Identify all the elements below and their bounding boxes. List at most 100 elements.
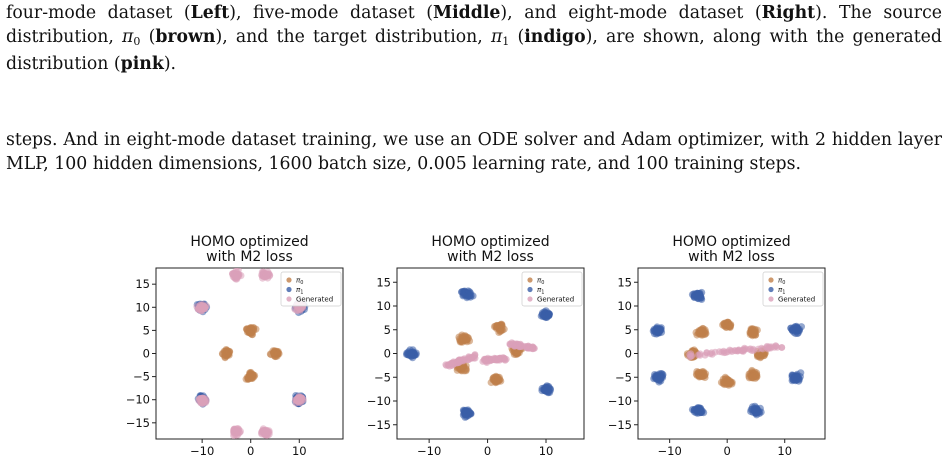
points-layer <box>193 268 309 439</box>
legend-marker <box>527 296 533 302</box>
legend-label: π0 <box>296 277 303 287</box>
legend-marker <box>768 286 774 293</box>
point-π1 <box>657 373 665 381</box>
point-π0 <box>249 373 257 381</box>
point-π0 <box>247 329 255 338</box>
legend-box <box>280 271 342 307</box>
point-Generated <box>722 349 730 356</box>
point-Generated <box>233 273 241 281</box>
point-π0 <box>751 328 759 336</box>
y-tick-label: 0 <box>143 347 150 361</box>
point-π0 <box>221 348 229 356</box>
points-layer <box>649 288 805 419</box>
pi1-symbol: π1 <box>490 26 510 48</box>
point-π1 <box>792 324 800 333</box>
point-Generated <box>522 343 530 351</box>
caption-text: ), five-mode dataset ( <box>229 3 433 23</box>
point-Generated <box>460 356 467 364</box>
point-π0 <box>726 321 734 329</box>
point-π1 <box>466 292 474 300</box>
point-π0 <box>722 375 730 383</box>
caption-bold-brown: brown <box>155 26 216 47</box>
point-Generated <box>514 341 522 348</box>
point-Generated <box>734 347 742 355</box>
points-layer <box>403 287 555 421</box>
legend-label: π0 <box>778 277 785 287</box>
point-Generated <box>739 347 746 355</box>
point-π0 <box>458 335 466 343</box>
point-Generated <box>293 397 301 405</box>
point-Generated <box>200 305 208 313</box>
y-tick-label: −10 <box>367 394 391 408</box>
chart-left: HOMO optimized with M2 loss −10 0 10 15 10 5 0 −5… <box>112 230 352 460</box>
x-tick-label: 0 <box>724 444 731 458</box>
chart-title-line: HOMO optimized <box>672 234 790 250</box>
point-π1 <box>542 385 550 394</box>
y-tick-label: 0 <box>625 347 632 361</box>
x-tick-label: 10 <box>777 444 792 458</box>
caption-text: ), and the target distribution, <box>215 26 491 47</box>
y-tick-label: 5 <box>625 323 632 337</box>
y-tick-label: 15 <box>376 275 391 289</box>
caption-text: four-mode dataset ( <box>6 3 191 23</box>
legend-marker <box>286 296 292 302</box>
y-tick-label: 10 <box>376 299 391 313</box>
point-π1 <box>461 413 469 421</box>
y-tick-label: 0 <box>384 347 391 361</box>
chart-middle: HOMO optimized with M2 loss −10 0 10 15 10 5 0 −5… <box>353 230 593 460</box>
chart-title-line: with M2 loss <box>688 249 775 265</box>
y-tick-label: 15 <box>135 277 150 291</box>
y-tick-label: −10 <box>608 394 632 408</box>
chart-right: HOMO optimized with M2 loss −10 0 10 15 10 5 0 −5… <box>594 230 834 460</box>
point-Generated <box>703 349 711 357</box>
y-tick-label: −5 <box>133 370 150 384</box>
pi0-symbol: π0 <box>122 26 141 48</box>
y-tick-label: 15 <box>617 275 632 289</box>
y-tick-label: 5 <box>143 323 150 337</box>
x-tick-label: 0 <box>247 444 254 458</box>
y-tick-label: −5 <box>374 370 391 384</box>
legend-box <box>521 271 583 307</box>
chart-title-line: HOMO optimized <box>190 234 308 250</box>
point-Generated <box>479 358 487 365</box>
point-Generated <box>232 426 241 434</box>
point-π0 <box>270 349 278 357</box>
y-tick-label: −15 <box>608 418 632 432</box>
y-tick-label: −15 <box>367 418 391 432</box>
point-π1 <box>460 407 468 415</box>
legend-marker <box>286 286 292 293</box>
point-Generated <box>771 344 778 351</box>
legend-label: π0 <box>537 277 544 287</box>
caption-text: ( <box>509 26 525 47</box>
point-π0 <box>701 326 709 334</box>
point-π1 <box>653 325 661 333</box>
figure-caption: four-mode dataset (Left), five-mode data… <box>6 2 942 77</box>
legend-marker <box>768 277 774 283</box>
legend-label: Generated <box>537 296 574 304</box>
caption-text: ). The source distribution, <box>6 3 942 47</box>
point-Generated <box>495 355 503 362</box>
point-π0 <box>492 322 500 330</box>
point-Generated <box>759 345 767 353</box>
point-Generated <box>688 352 696 360</box>
x-tick-label: 0 <box>484 444 491 458</box>
chart-title-line: with M2 loss <box>447 249 534 265</box>
point-Generated <box>501 356 509 364</box>
point-π0 <box>695 369 703 377</box>
point-Generated <box>450 358 457 366</box>
legend-marker <box>527 277 533 283</box>
y-tick-label: −15 <box>126 416 150 430</box>
legend-label: Generated <box>296 296 333 304</box>
point-π1 <box>697 408 705 416</box>
point-π0 <box>701 370 710 378</box>
legend-label: Generated <box>778 296 815 304</box>
caption-bold-left: Left <box>190 3 230 23</box>
y-tick-label: 10 <box>135 300 150 314</box>
point-Generated <box>708 351 716 358</box>
point-π1 <box>693 291 701 300</box>
caption-bold-right: Right <box>761 3 816 23</box>
legend-marker <box>527 286 533 293</box>
x-tick-label: −10 <box>190 444 214 458</box>
